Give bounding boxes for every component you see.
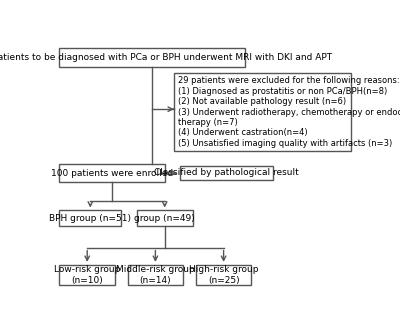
FancyBboxPatch shape xyxy=(137,210,193,226)
Text: BPH group (n=51): BPH group (n=51) xyxy=(49,214,131,223)
Text: Low-risk group
(n=10): Low-risk group (n=10) xyxy=(54,265,120,284)
FancyBboxPatch shape xyxy=(59,48,245,67)
Text: Middle-risk group
(n=14): Middle-risk group (n=14) xyxy=(116,265,195,284)
Text: group (n=49): group (n=49) xyxy=(134,214,195,223)
FancyBboxPatch shape xyxy=(128,265,183,285)
FancyBboxPatch shape xyxy=(59,265,115,285)
FancyBboxPatch shape xyxy=(180,166,273,180)
FancyBboxPatch shape xyxy=(59,164,165,182)
FancyBboxPatch shape xyxy=(174,73,351,152)
Text: 29 patients were excluded for the following reasons:
(1) Diagnosed as prostatiti: 29 patients were excluded for the follow… xyxy=(178,76,400,148)
Text: 129 patients to be diagnosed with PCa or BPH underwent MRI with DKI and APT: 129 patients to be diagnosed with PCa or… xyxy=(0,53,332,62)
Text: 100 patients were enrolled: 100 patients were enrolled xyxy=(51,168,173,177)
Text: High-risk group
(n=25): High-risk group (n=25) xyxy=(189,265,258,284)
FancyBboxPatch shape xyxy=(196,265,252,285)
FancyBboxPatch shape xyxy=(59,210,121,226)
Text: Classified by pathological result: Classified by pathological result xyxy=(154,168,299,177)
